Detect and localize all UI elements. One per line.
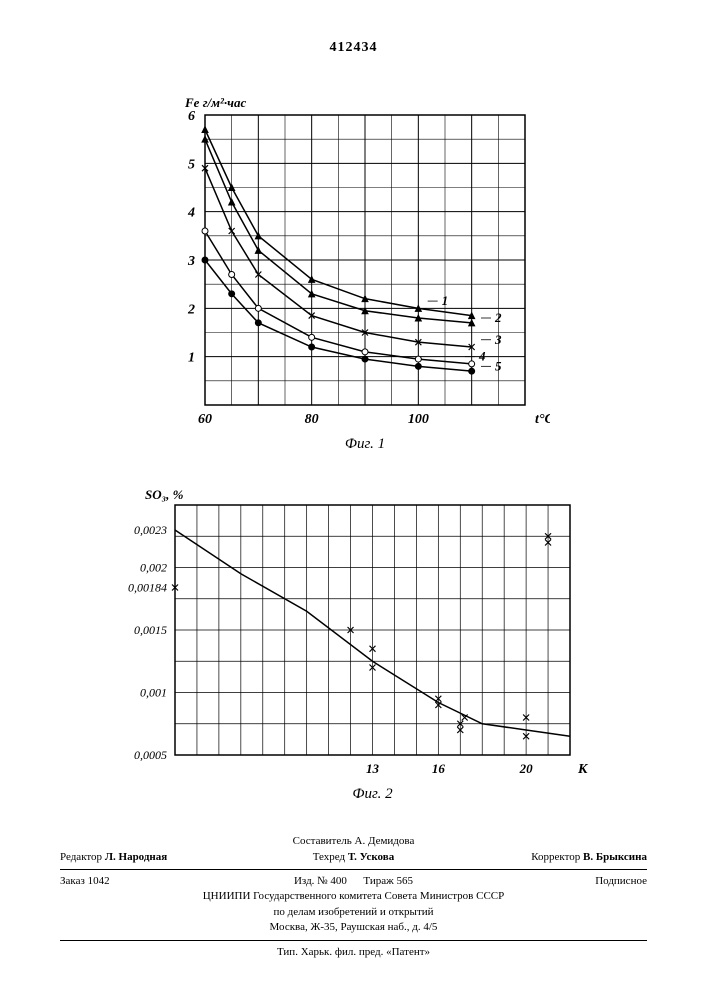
edition-num: 400 (330, 875, 347, 887)
svg-text:0,001: 0,001 (140, 686, 167, 700)
svg-text:0,00184: 0,00184 (128, 581, 167, 595)
org-line-2: по делам изобретений и открытий (60, 905, 647, 920)
order-num: 1042 (88, 875, 110, 887)
compiler-label: Составитель (293, 835, 352, 847)
address: Москва, Ж-35, Раушская наб., д. 4/5 (60, 920, 647, 935)
svg-text:80: 80 (305, 412, 319, 427)
svg-text:2: 2 (494, 310, 502, 325)
corrector-name: В. Брыксина (583, 851, 647, 863)
svg-text:100: 100 (408, 412, 429, 427)
svg-text:20: 20 (519, 761, 534, 776)
svg-text:4: 4 (187, 206, 195, 221)
svg-text:SO₃, %: SO₃, % (145, 487, 184, 502)
techred-label: Техред (313, 851, 345, 863)
svg-text:1: 1 (442, 293, 449, 308)
svg-text:5: 5 (188, 157, 195, 172)
svg-text:Фиг. 1: Фиг. 1 (345, 436, 385, 452)
editor-name: Л. Народная (105, 851, 167, 863)
order-label: Заказ (60, 875, 85, 887)
figure-1: 6080100123456Fe г/м²·часt°C12345Фиг. 1 (150, 90, 550, 460)
svg-text:5: 5 (495, 358, 502, 373)
svg-text:0,002: 0,002 (140, 561, 167, 575)
svg-text:0,0015: 0,0015 (134, 623, 167, 637)
svg-text:2: 2 (187, 302, 195, 317)
svg-text:3: 3 (494, 332, 502, 347)
svg-text:16: 16 (432, 761, 446, 776)
svg-text:13: 13 (366, 761, 380, 776)
printer: Тип. Харьк. фил. пред. «Патент» (60, 945, 647, 960)
svg-text:Фиг. 2: Фиг. 2 (352, 786, 393, 802)
figure-2: 0,0005 0,001 0,0015 0,00184 0,002 0,0023 13 16 2… (95, 480, 595, 810)
corrector-label: Корректор (531, 851, 580, 863)
svg-text:Fe г/м²·час: Fe г/м²·час (184, 95, 246, 110)
edition-label: Изд. № (294, 875, 328, 887)
svg-text:60: 60 (198, 412, 212, 427)
compiler-name: А. Демидова (355, 835, 415, 847)
svg-text:3: 3 (187, 254, 195, 269)
document-number: 412434 (0, 40, 707, 56)
svg-text:К: К (577, 762, 589, 777)
editor-label: Редактор (60, 851, 102, 863)
circulation-label: Тираж (363, 875, 393, 887)
svg-text:6: 6 (188, 109, 195, 124)
svg-text:1: 1 (188, 351, 195, 366)
org-line-1: ЦНИИПИ Государственного комитета Совета … (60, 889, 647, 904)
techred-name: Т. Ускова (348, 851, 394, 863)
footer-block: Составитель А. Демидова Редактор Л. Наро… (60, 834, 647, 960)
circulation-num: 565 (397, 875, 414, 887)
svg-text:4: 4 (478, 349, 486, 364)
svg-text:0,0005: 0,0005 (134, 748, 167, 762)
svg-text:t°C: t°C (535, 412, 550, 427)
subscription: Подписное (595, 875, 647, 887)
svg-text:0,0023: 0,0023 (134, 523, 167, 537)
